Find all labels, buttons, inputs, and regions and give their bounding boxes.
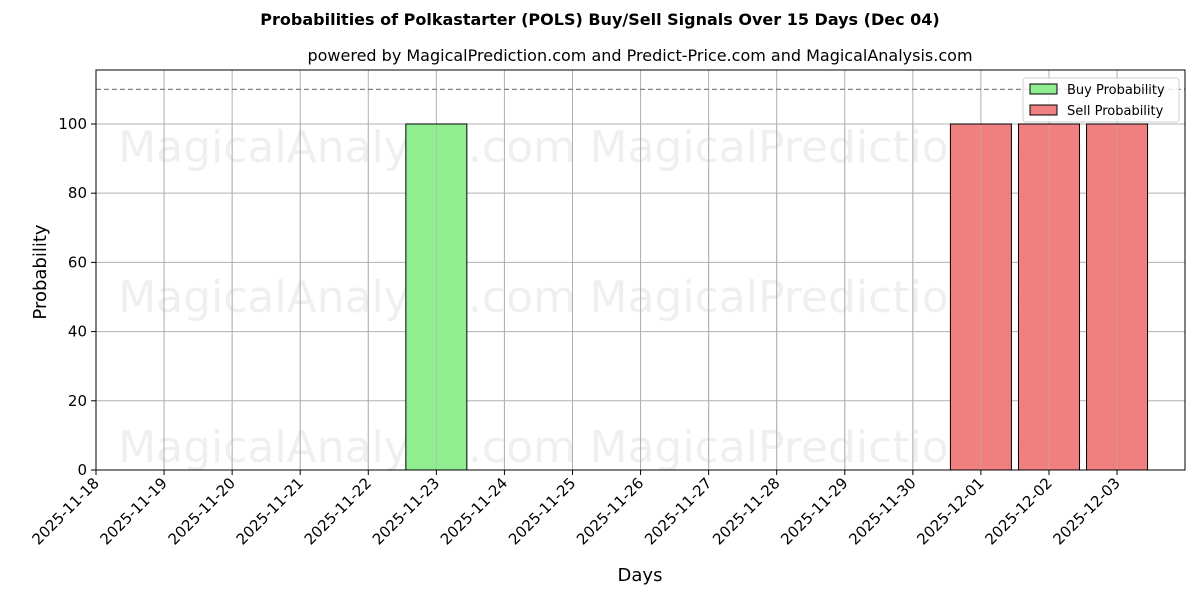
y-axis-label: Probability (30, 224, 51, 319)
y-axis-ticks: 0 20 40 60 80 100 (58, 115, 96, 479)
x-tick-label: 2025-11-25 (505, 474, 579, 548)
x-tick-label: 2025-11-26 (573, 474, 647, 548)
x-tick-label: 2025-11-22 (301, 474, 375, 548)
chart-title: Probabilities of Polkastarter (POLS) Buy… (260, 10, 940, 29)
x-tick-label: 2025-11-27 (641, 474, 715, 548)
y-tick-label: 20 (68, 392, 87, 410)
legend-label: Buy Probability (1067, 83, 1165, 98)
x-axis-ticks: 2025-11-182025-11-192025-11-202025-11-21… (28, 470, 1124, 548)
legend-swatch (1029, 83, 1058, 95)
x-tick-label: 2025-11-21 (233, 474, 307, 548)
x-tick-label: 2025-11-24 (437, 474, 511, 548)
y-tick-label: 60 (68, 253, 87, 271)
chart-subtitle: powered by MagicalPrediction.com and Pre… (307, 46, 973, 65)
legend-label: Sell Probability (1067, 104, 1164, 119)
y-tick-label: 0 (77, 461, 87, 479)
x-tick-label: 2025-11-23 (369, 474, 443, 548)
watermark: MagicalAnalysis.com (118, 272, 576, 323)
x-tick-label: 2025-11-20 (165, 474, 239, 548)
x-tick-label: 2025-12-02 (981, 474, 1055, 548)
x-tick-label: 2025-11-19 (97, 474, 171, 548)
watermark: MagicalAnalysis.com (118, 122, 576, 173)
legend-swatch (1029, 104, 1058, 116)
x-tick-label: 2025-11-18 (28, 474, 102, 548)
watermarks: MagicalAnalysis.com MagicalAnalysis.com Ma… (118, 122, 1084, 473)
bars (95, 123, 1149, 471)
x-tick-label: 2025-12-03 (1049, 474, 1123, 548)
x-tick-label: 2025-12-01 (913, 474, 987, 548)
y-tick-label: 80 (68, 184, 87, 202)
watermark: MagicalAnalysis.com (118, 422, 576, 473)
legend: Buy Probability Sell Probability (1022, 77, 1180, 123)
x-tick-label: 2025-11-30 (845, 474, 919, 548)
x-tick-label: 2025-11-29 (777, 474, 851, 548)
y-tick-label: 100 (58, 115, 87, 133)
x-tick-label: 2025-11-28 (709, 474, 783, 548)
x-axis-label: Days (618, 565, 663, 586)
y-tick-label: 40 (68, 323, 87, 341)
